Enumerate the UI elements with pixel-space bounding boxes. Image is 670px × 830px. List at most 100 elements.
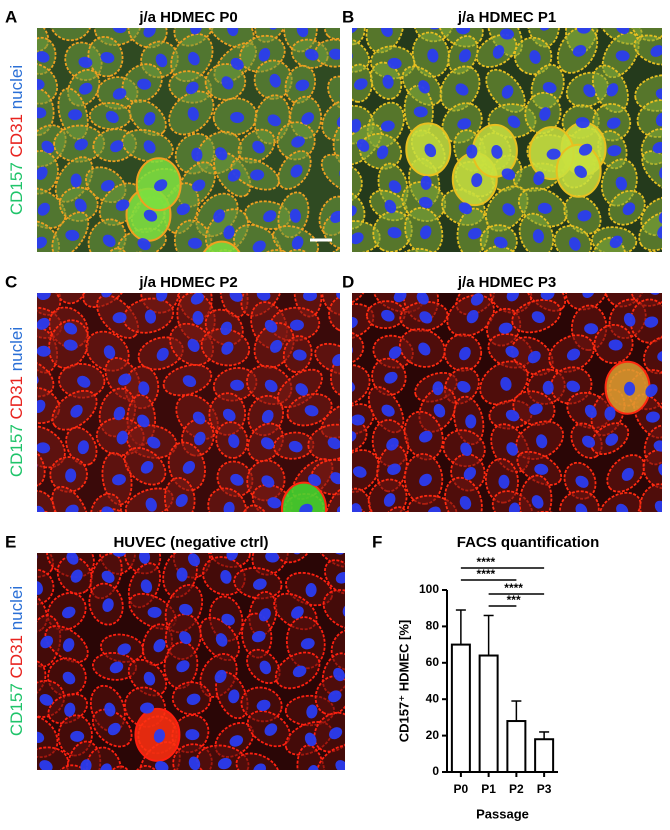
- nucleus: [288, 440, 303, 453]
- nucleus: [329, 48, 340, 60]
- nucleus: [420, 225, 432, 240]
- nucleus: [352, 232, 364, 245]
- nucleus: [336, 114, 340, 128]
- nucleus: [328, 690, 342, 703]
- bar: [534, 738, 555, 773]
- nucleus: [213, 209, 225, 223]
- nucleus: [37, 442, 51, 454]
- nucleus: [70, 173, 82, 188]
- cell: [352, 293, 368, 306]
- nucleus: [577, 28, 592, 34]
- nucleus: [62, 671, 76, 685]
- nucleus: [40, 635, 54, 649]
- nucleus: [65, 468, 77, 483]
- cell: [53, 293, 87, 305]
- nucleus: [112, 28, 127, 34]
- panel-letter: E: [5, 532, 16, 551]
- nucleus: [459, 495, 472, 510]
- nucleus: [187, 553, 200, 567]
- nucleus: [137, 414, 150, 428]
- nucleus: [657, 225, 662, 239]
- nucleus: [529, 50, 541, 64]
- nucleus: [100, 763, 112, 770]
- nucleus: [259, 660, 272, 675]
- nucleus: [37, 345, 51, 357]
- nucleus: [609, 235, 623, 248]
- nucleus: [156, 347, 169, 361]
- cell: [313, 553, 345, 568]
- nucleus: [256, 293, 271, 301]
- nucleus: [37, 236, 47, 249]
- nucleus: [654, 500, 662, 512]
- nucleus: [459, 346, 471, 361]
- nucleus: [137, 78, 152, 90]
- cell: [438, 28, 484, 48]
- nucleus: [175, 493, 188, 508]
- panel-letter: B: [342, 7, 354, 26]
- nucleus: [215, 147, 228, 161]
- nucleus: [101, 506, 115, 512]
- nucleus: [384, 199, 397, 214]
- nucleus: [327, 437, 340, 450]
- nucleus: [654, 533, 670, 551]
- nucleus: [458, 202, 473, 215]
- nucleus: [506, 293, 519, 302]
- nucleus: [387, 463, 401, 475]
- nucleus: [221, 613, 235, 626]
- nucleus: [655, 88, 662, 100]
- nucleus: [471, 173, 483, 188]
- nucleus: [214, 669, 227, 684]
- cell: [327, 75, 340, 112]
- cell: [643, 335, 662, 375]
- cell: [352, 418, 368, 453]
- nucleus: [304, 48, 319, 61]
- nucleus: [466, 309, 479, 324]
- nucleus: [110, 140, 124, 153]
- nucleus: [291, 606, 304, 619]
- nucleus: [460, 442, 472, 456]
- nucleus: [605, 433, 619, 446]
- micrograph: [352, 293, 670, 551]
- nucleus: [419, 473, 432, 487]
- y-tick-label: 20: [426, 728, 440, 742]
- nucleus: [289, 208, 301, 223]
- nucleus: [536, 434, 548, 449]
- nucleus: [534, 463, 549, 475]
- nucleus: [623, 312, 636, 327]
- nucleus: [304, 405, 319, 417]
- nucleus: [258, 608, 271, 622]
- nucleus: [192, 310, 204, 325]
- nucleus: [540, 293, 555, 300]
- micrograph: [37, 293, 340, 542]
- nucleus: [102, 234, 116, 248]
- panel-letter: D: [342, 272, 354, 291]
- nucleus: [465, 414, 477, 429]
- panel-letter: F: [372, 532, 382, 551]
- cell: [565, 293, 608, 311]
- nucleus: [70, 730, 85, 742]
- nucleus: [109, 661, 124, 674]
- nucleus: [229, 293, 243, 302]
- nucleus: [215, 633, 228, 647]
- highlight-cell: [202, 240, 241, 252]
- nucleus: [455, 83, 469, 96]
- nucleus: [303, 525, 318, 537]
- y-tick-label: 40: [426, 691, 440, 705]
- nucleus: [256, 699, 271, 712]
- nucleus: [258, 48, 271, 62]
- nucleus: [37, 581, 43, 595]
- nucleus: [584, 404, 597, 419]
- nucleus: [69, 524, 86, 542]
- nucleus: [252, 140, 265, 154]
- nucleus: [457, 118, 472, 130]
- nucleus: [419, 430, 433, 443]
- nucleus: [329, 727, 343, 740]
- stain-name: CD31: [7, 376, 26, 419]
- nucleus: [26, 782, 43, 797]
- nucleus: [578, 267, 595, 282]
- y-tick-label: 80: [426, 619, 440, 633]
- nucleus: [252, 240, 266, 252]
- nucleus: [456, 28, 471, 35]
- nucleus: [527, 350, 541, 364]
- cell: [93, 28, 142, 47]
